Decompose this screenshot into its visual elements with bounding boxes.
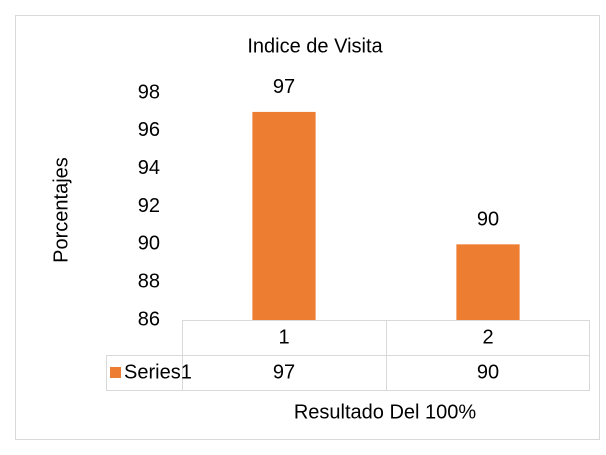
chart-title: Indice de Visita — [247, 35, 383, 57]
table-category: 1 — [278, 326, 289, 348]
table-value: 90 — [477, 361, 499, 383]
y-tick-label: 98 — [138, 81, 160, 103]
y-tick-label: 92 — [138, 195, 160, 217]
y-tick-label: 88 — [138, 270, 160, 292]
y-axis-title: Porcentajes — [50, 157, 72, 263]
legend-label: Series1 — [124, 361, 192, 383]
bar — [456, 244, 520, 320]
data-table — [106, 320, 590, 391]
bar — [252, 111, 316, 321]
y-tick-label: 94 — [138, 157, 160, 179]
y-tick-label: 96 — [138, 119, 160, 141]
x-axis-title: Resultado Del 100% — [294, 401, 477, 423]
legend-key — [110, 367, 121, 378]
data-label: 90 — [477, 209, 499, 231]
data-label: 97 — [273, 76, 295, 98]
table-value: 97 — [273, 361, 295, 383]
table-category: 2 — [482, 326, 493, 348]
y-tick-label: 86 — [138, 308, 160, 330]
y-tick-label: 90 — [138, 233, 160, 255]
